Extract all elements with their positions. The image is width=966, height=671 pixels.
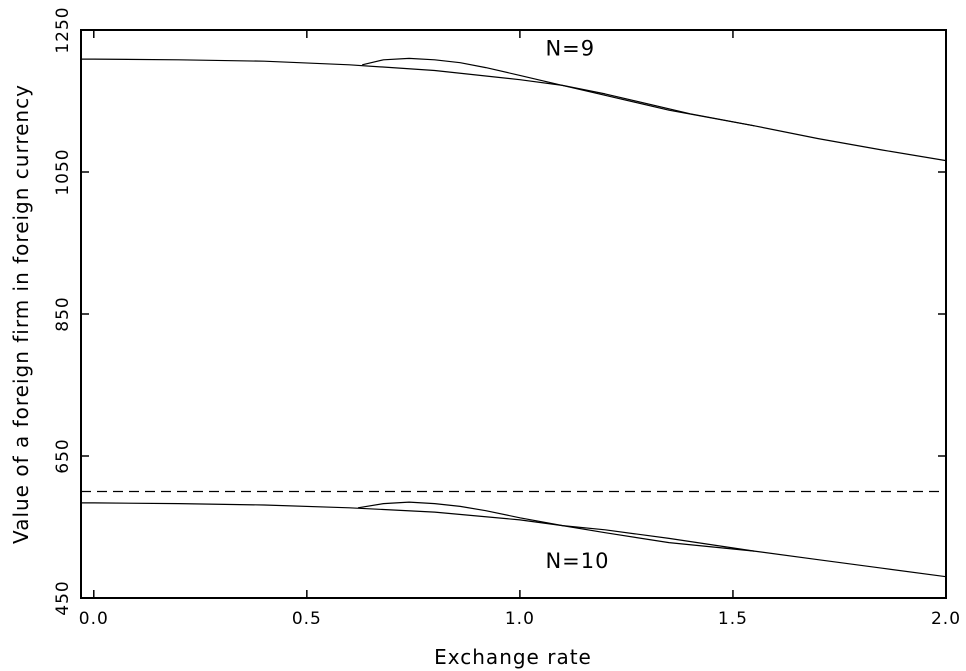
- x-tick-label: 1.0: [505, 609, 535, 629]
- x-tick-label: 1.5: [718, 609, 748, 629]
- y-tick-label: 1050: [53, 148, 73, 195]
- annotation-label: N=9: [545, 37, 595, 61]
- x-tick-label: 0.5: [292, 609, 322, 629]
- series-line-3: [81, 502, 947, 578]
- annotation-layer: N=9 N=10: [545, 37, 609, 574]
- series-layer: [81, 57, 947, 578]
- annotation-label: N=10: [545, 549, 609, 573]
- series-line-4: [357, 501, 755, 552]
- plot-frame: [80, 29, 947, 599]
- x-axis-label: Exchange rate: [434, 645, 592, 669]
- y-tick-label: 850: [53, 296, 73, 331]
- y-tick-label: 650: [53, 438, 73, 473]
- ticks-layer: 0.0 0.5 1.0 1.5 2.0 450 650 850 1050 1250: [53, 6, 961, 629]
- series-line-1: [81, 58, 947, 162]
- x-tick-label: 0.0: [79, 609, 109, 629]
- y-tick-label: 1250: [53, 6, 73, 53]
- y-axis-label: Value of a foreign firm in foreign curre…: [9, 84, 33, 544]
- x-tick-label: 2.0: [931, 609, 961, 629]
- series-line-2: [362, 57, 755, 127]
- y-tick-label: 450: [53, 580, 73, 615]
